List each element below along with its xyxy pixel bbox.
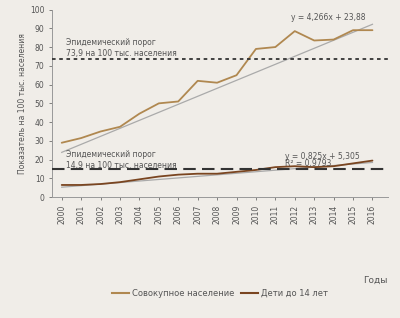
- Text: Эпидемический порог
14,9 на 100 тыс. населения: Эпидемический порог 14,9 на 100 тыс. нас…: [66, 150, 176, 170]
- Legend: Совокупное население, Дети до 14 лет: Совокупное население, Дети до 14 лет: [109, 286, 331, 301]
- Text: y = 0,825x + 5,305: y = 0,825x + 5,305: [285, 152, 360, 161]
- Text: R² = 0,9793: R² = 0,9793: [285, 159, 332, 168]
- Text: Эпидемический порог
73,9 на 100 тыс. населения: Эпидемический порог 73,9 на 100 тыс. нас…: [66, 38, 176, 58]
- Text: y = 4,266x + 23,88: y = 4,266x + 23,88: [291, 13, 365, 22]
- Y-axis label: Показатель на 100 тыс. населения: Показатель на 100 тыс. населения: [18, 33, 27, 174]
- Text: Годы: Годы: [364, 276, 388, 285]
